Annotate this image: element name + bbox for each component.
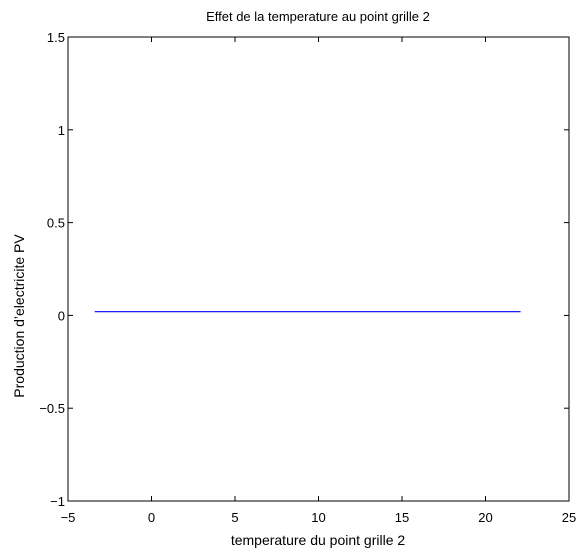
x-tick-label: 15 [395,510,409,525]
chart-title: Effet de la temperature au point grille … [206,9,430,24]
y-tick-label: 1.5 [47,30,65,45]
y-tick-label: 0 [58,308,65,323]
y-axis-label: Production d’electricite PV [11,234,27,398]
x-tick-labels: −5 0 5 10 15 20 25 [61,510,577,525]
y-tick-label: 0.5 [47,216,65,231]
y-tick-label: −0.5 [39,401,65,416]
y-tick-labels: −1 −0.5 0 0.5 1 1.5 [39,30,65,509]
x-tick-label: 25 [562,510,576,525]
tick-marks [67,36,570,502]
x-tick-label: 0 [148,510,155,525]
x-axis-label: temperature du point grille 2 [231,532,406,548]
x-tick-label: −5 [61,510,76,525]
x-tick-label: 5 [231,510,238,525]
x-tick-label: 20 [478,510,492,525]
x-tick-label: 10 [311,510,325,525]
y-tick-label: 1 [58,123,65,138]
y-tick-label: −1 [50,494,65,509]
